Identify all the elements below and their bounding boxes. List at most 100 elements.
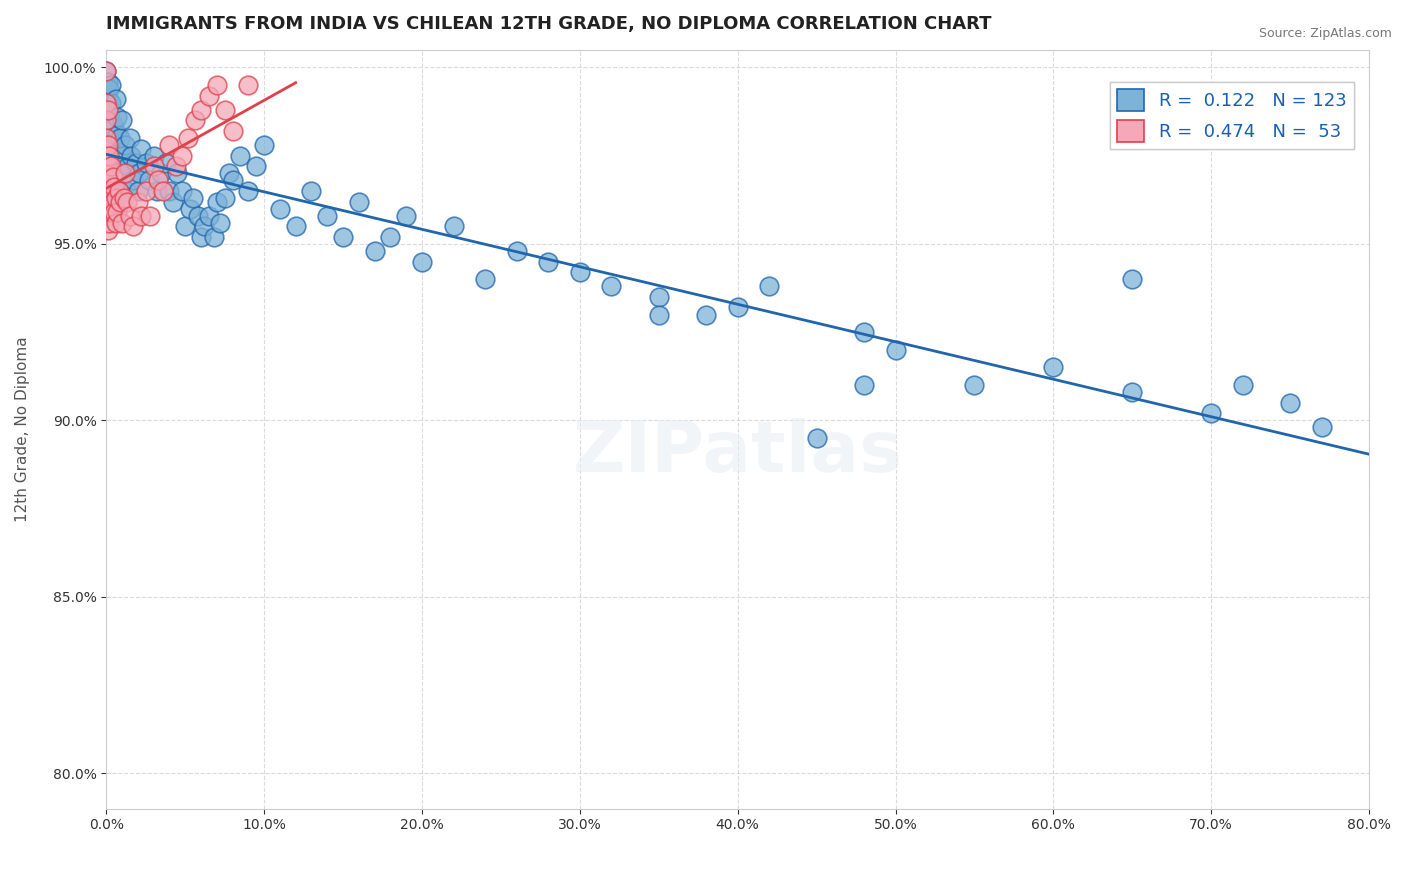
Point (347, 194, 370, 209)
Point (98, 117, 121, 131)
Point (695, 308, 717, 322)
Point (104, 216, 127, 230)
Point (139, 209, 162, 223)
Point (98, 177, 121, 191)
Point (411, 254, 433, 268)
Point (229, 149, 252, 163)
Point (105, 128, 128, 142)
Point (1121, 272, 1143, 286)
Point (1279, 396, 1302, 410)
Point (97, 180, 120, 194)
Point (648, 308, 671, 322)
Point (97, 198, 120, 212)
Point (103, 138, 125, 153)
Point (96, 173, 118, 187)
Point (97, 223, 120, 237)
Point (474, 272, 496, 286)
Point (96, 95, 118, 110)
Point (97, 159, 120, 173)
Point (105, 110, 128, 124)
Point (395, 209, 418, 223)
Point (135, 155, 157, 169)
Point (100, 205, 122, 219)
Point (98, 124, 121, 138)
Point (138, 173, 160, 187)
Point (97, 103, 120, 117)
Point (96, 166, 118, 180)
Point (127, 184, 149, 198)
Point (96, 159, 118, 173)
Point (100, 78, 122, 92)
Point (110, 131, 132, 145)
Point (963, 378, 986, 392)
Point (148, 173, 170, 187)
Point (600, 279, 623, 293)
Point (1232, 378, 1254, 392)
Point (727, 301, 749, 315)
Point (162, 194, 184, 209)
Point (238, 78, 260, 92)
Point (110, 194, 132, 209)
Point (103, 159, 125, 173)
Point (101, 153, 124, 167)
Point (104, 184, 127, 198)
Point (208, 216, 231, 230)
Point (301, 184, 323, 198)
Point (98, 135, 121, 149)
Point (101, 169, 124, 184)
Point (170, 184, 193, 198)
Text: ZIPatlas: ZIPatlas (572, 417, 903, 486)
Point (97, 74, 120, 88)
Point (142, 159, 165, 173)
Point (142, 149, 165, 163)
Point (155, 155, 177, 169)
Point (150, 166, 173, 180)
Point (183, 113, 205, 128)
Point (96, 113, 118, 128)
Point (380, 230, 402, 244)
Point (198, 209, 221, 223)
Point (96, 131, 118, 145)
Point (269, 202, 291, 216)
Point (97, 169, 120, 184)
Point (100, 95, 122, 110)
Point (97, 145, 120, 160)
Point (98, 99, 121, 113)
Point (443, 219, 465, 234)
Point (97, 92, 120, 106)
Point (316, 209, 339, 223)
Point (96, 95, 118, 110)
Point (97, 202, 120, 216)
Point (884, 343, 907, 357)
Point (96, 166, 118, 180)
Point (221, 173, 243, 187)
Point (117, 159, 139, 173)
Point (125, 155, 148, 169)
Point (114, 138, 136, 153)
Point (537, 254, 560, 268)
Point (108, 166, 131, 180)
Point (205, 78, 228, 92)
Text: Source: ZipAtlas.com: Source: ZipAtlas.com (1258, 27, 1392, 40)
Point (118, 209, 141, 223)
Point (648, 290, 671, 304)
Point (98, 159, 121, 173)
Point (1199, 406, 1222, 420)
Point (97, 110, 120, 124)
Point (214, 103, 236, 117)
Point (122, 219, 145, 234)
Point (96, 149, 118, 163)
Point (96, 149, 118, 163)
Point (332, 230, 354, 244)
Point (111, 113, 134, 128)
Point (96, 191, 118, 205)
Point (157, 184, 180, 198)
Point (238, 184, 260, 198)
Point (98, 187, 121, 202)
Point (202, 230, 225, 244)
Point (214, 191, 236, 205)
Point (103, 205, 125, 219)
Point (128, 166, 150, 180)
Point (97, 128, 120, 142)
Point (111, 149, 134, 163)
